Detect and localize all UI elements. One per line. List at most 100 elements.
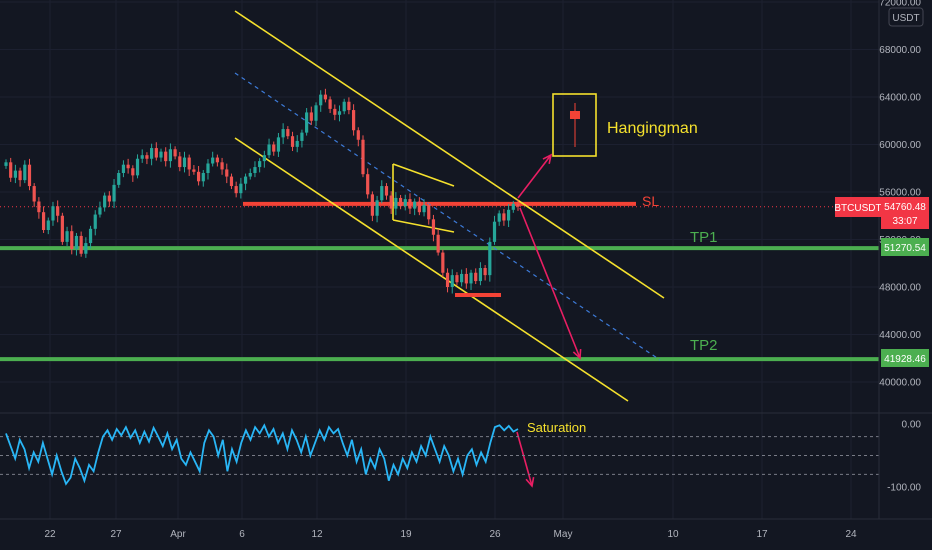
candle-body (51, 206, 55, 221)
countdown-value: 33:07 (892, 216, 917, 227)
saturation-label: Saturation (527, 420, 586, 435)
tp2-price-value: 41928.46 (884, 354, 926, 365)
candle-body (32, 186, 36, 202)
candle-body (483, 268, 487, 276)
candle-body (4, 162, 8, 166)
candle-body (84, 243, 88, 254)
candle-body (225, 169, 229, 177)
candle-body (267, 144, 271, 156)
time-axis[interactable]: 22 27 Apr 6 12 19 26 May 10 17 24 (44, 529, 857, 540)
candle-body (88, 228, 93, 244)
x-tick-label: 27 (110, 529, 122, 540)
candle-body (427, 205, 431, 220)
y-tick-label: 64000.00 (879, 93, 921, 104)
candle-body (497, 213, 501, 222)
candle-body (93, 214, 97, 229)
candle-body (41, 212, 46, 230)
candle-body (70, 231, 74, 249)
hanging-man-label: Hangingman (607, 120, 698, 137)
candle-body (79, 235, 83, 254)
candle-body (455, 275, 459, 283)
tp1-label: TP1 (690, 229, 718, 246)
candle-body (121, 164, 126, 173)
y-tick-label: 60000.00 (879, 140, 921, 151)
candle-body (492, 221, 497, 242)
tp1-price-value: 51270.54 (884, 243, 926, 254)
candle-body (394, 197, 398, 209)
candle-body (333, 108, 337, 115)
candle-body (46, 220, 50, 230)
candle-body (262, 155, 266, 162)
grid (0, 0, 879, 519)
x-tick-label: 17 (756, 529, 768, 540)
candle-body (103, 195, 107, 208)
candle-body (305, 112, 309, 133)
candle-body (196, 171, 201, 182)
up-arrow-head (542, 153, 553, 164)
candle-body (9, 162, 13, 178)
candle-body (328, 99, 332, 109)
candle-body (60, 215, 64, 242)
channel-midline (234, 72, 661, 361)
candle-body (347, 101, 351, 111)
candle-body (159, 151, 163, 158)
candle-body (253, 167, 257, 173)
candle-body (290, 136, 295, 147)
candle-body (248, 173, 252, 177)
candle-body (516, 203, 520, 207)
candle-body (436, 234, 440, 253)
candle-body (276, 137, 281, 152)
x-tick-label: 6 (239, 529, 245, 540)
channel-lower (234, 137, 629, 402)
candle-body (126, 164, 130, 169)
candle-body (13, 170, 17, 178)
candle-body (154, 148, 158, 158)
candle-body (511, 203, 515, 210)
candle-body (117, 173, 121, 185)
candle-body (229, 176, 234, 187)
x-tick-label: 10 (667, 529, 679, 540)
candle-body (65, 231, 69, 242)
candle-body (258, 161, 262, 168)
candle-body (351, 110, 356, 131)
x-tick-label: 19 (400, 529, 412, 540)
candle-body (220, 162, 224, 170)
flag-lower (392, 219, 455, 233)
candle-body (295, 140, 299, 147)
y-tick-label: 72000.00 (879, 0, 921, 9)
y-tick-label: 40000.00 (879, 378, 921, 389)
y-tick-label: 68000.00 (879, 45, 921, 56)
tp2-price-tag (881, 349, 929, 367)
channel-upper (234, 10, 665, 299)
candle-body (112, 184, 116, 202)
hanging-man-body (570, 111, 580, 119)
candle-body (164, 151, 168, 162)
candle-body (239, 183, 243, 194)
candle-body (18, 170, 22, 181)
rsi-down-arrow-head (525, 477, 535, 488)
candle-body (384, 186, 389, 196)
current-price-tag (881, 197, 929, 229)
candle-body (403, 199, 407, 207)
candle-body (201, 173, 205, 182)
candle-body (502, 213, 506, 221)
candle-body (135, 158, 140, 176)
candle-body (478, 268, 483, 282)
candle-body (309, 112, 313, 121)
candle-body (441, 252, 445, 273)
y-tick-label: 44000.00 (879, 330, 921, 341)
x-tick-label: 12 (311, 529, 323, 540)
symbol-tag (835, 197, 881, 217)
candle-body (507, 209, 511, 221)
rsi-tick-label: -100.00 (887, 483, 921, 494)
stop-loss-label: SL (642, 193, 659, 209)
candle-body (178, 156, 182, 168)
candle-body (431, 219, 436, 235)
candle-body (417, 201, 421, 213)
candle-body (98, 207, 102, 215)
candle-body (460, 273, 464, 283)
currency-badge[interactable] (888, 7, 924, 27)
candle-body (23, 164, 27, 181)
candle-body (140, 155, 144, 159)
